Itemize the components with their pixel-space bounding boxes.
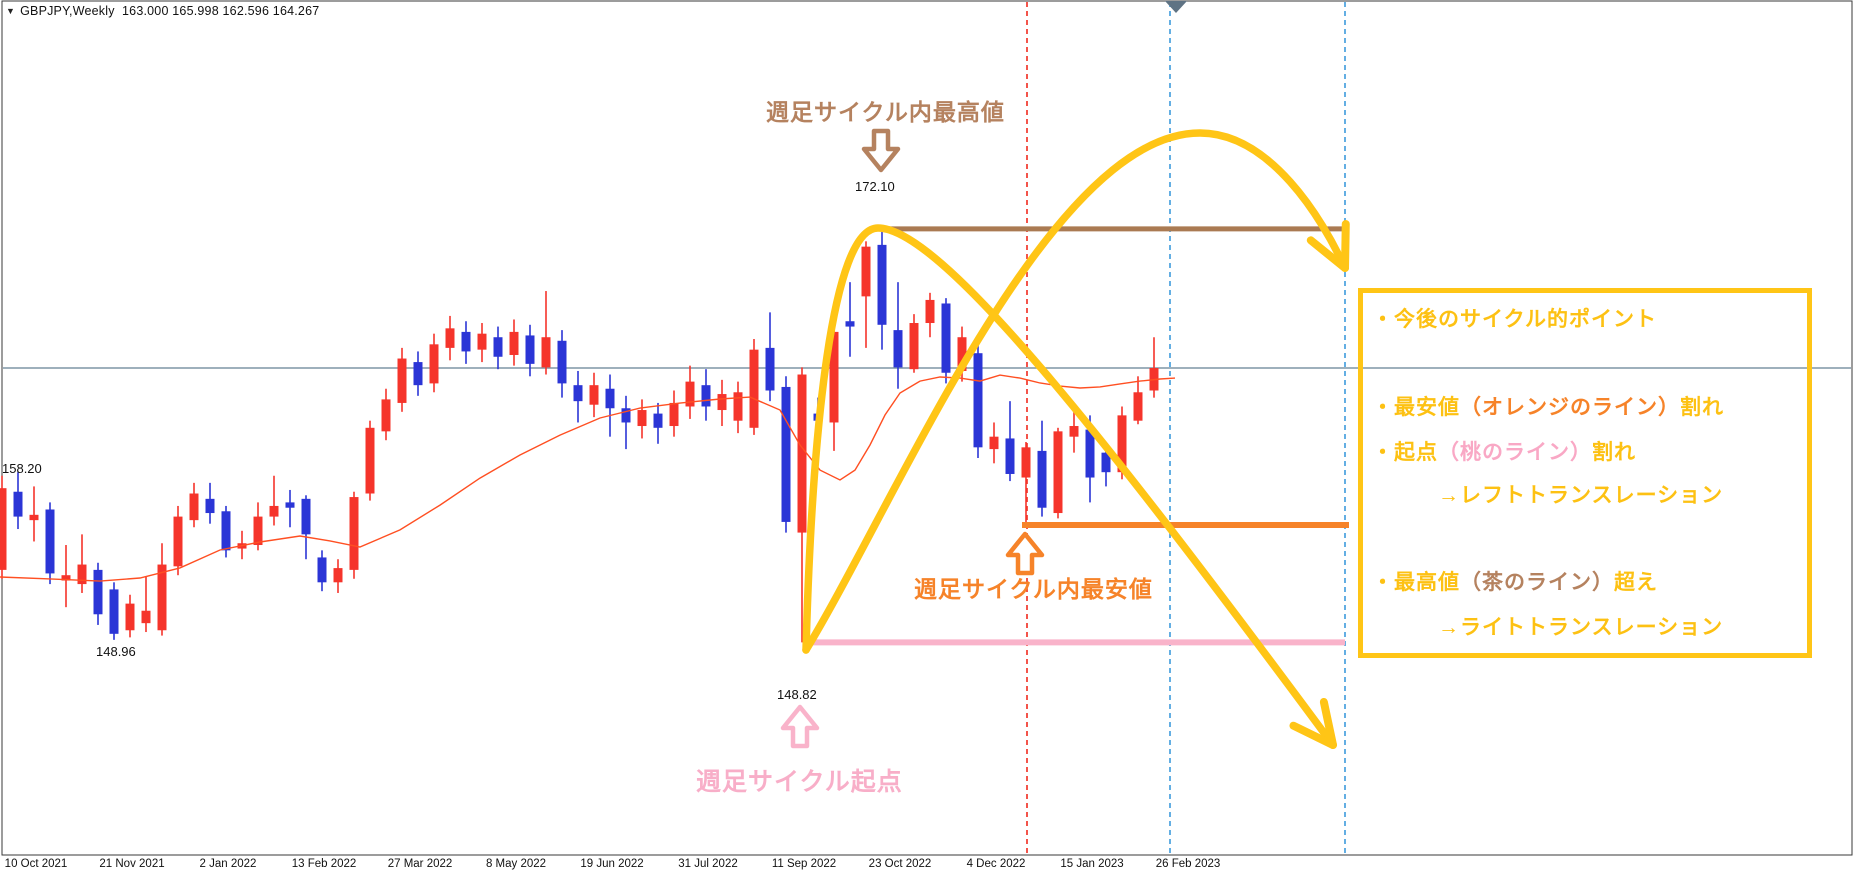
price-label-172-10: 172.10 <box>855 179 895 194</box>
x-axis-label: 8 May 2022 <box>485 858 547 870</box>
cycle-box-line: ・今後のサイクル的ポイント <box>1372 303 1657 333</box>
cycle-low-arrow-icon[interactable] <box>1005 531 1045 576</box>
cycle-box-text-part: 割れ <box>1680 396 1724 419</box>
yellow-right-cycle-arc[interactable] <box>802 129 1350 654</box>
symbol-ohlc-values: 163.000 165.998 162.596 164.267 <box>122 4 320 18</box>
x-axis-label: 13 Feb 2022 <box>291 858 357 870</box>
cycle-box-text-part: （オレンジのライン） <box>1460 396 1680 419</box>
cycle-box-line: →ライトトランスレーション <box>1438 611 1723 641</box>
cycle-box-text-part: （桃のライン） <box>1438 441 1592 464</box>
x-axis-label: 31 Jul 2022 <box>678 858 738 870</box>
x-axis-label: 10 Oct 2021 <box>4 858 68 870</box>
cycle-box-text-part: （茶のライン） <box>1460 571 1614 594</box>
cycle-box-text-part: ・今後のサイクル的ポイント <box>1372 308 1657 331</box>
dashed-vertical-lines[interactable] <box>1026 2 1346 854</box>
x-axis-label: 11 Sep 2022 <box>771 858 837 870</box>
cycle-box-text-part: ・最安値 <box>1372 396 1460 419</box>
cycle-box-text-part: ・起点 <box>1372 441 1438 464</box>
x-axis-label: 4 Dec 2022 <box>966 858 1026 870</box>
cycle-box-line: ・最安値（オレンジのライン）割れ <box>1372 391 1724 421</box>
cycle-origin-title[interactable]: 週足サイクル起点 <box>696 768 903 796</box>
x-axis-label: 27 Mar 2022 <box>387 858 453 870</box>
cycle-box-text-part: 割れ <box>1592 441 1636 464</box>
yellow-left-cycle-arc[interactable] <box>802 224 1337 749</box>
cycle-box-line: ・最高値（茶のライン）超え <box>1372 566 1658 596</box>
cycle-origin-arrow-icon[interactable] <box>780 704 820 749</box>
x-axis-label: 21 Nov 2021 <box>99 858 165 870</box>
cycle-low-title[interactable]: 週足サイクル内最安値 <box>914 576 1153 602</box>
vline-top-marker-icon <box>1165 1 1187 13</box>
x-axis-label: 26 Feb 2023 <box>1155 858 1221 870</box>
price-label-148-82: 148.82 <box>777 687 817 702</box>
chart-frame <box>1 0 1853 856</box>
cycle-box-text-part: 超え <box>1614 571 1658 594</box>
price-label-148-96: 148.96 <box>96 644 136 659</box>
cycle-box-text-part: ・最高値 <box>1372 571 1460 594</box>
x-axis-label: 23 Oct 2022 <box>868 858 932 870</box>
x-axis-label: 19 Jun 2022 <box>580 858 644 870</box>
symbol-name: GBPJPY,Weekly <box>20 4 115 18</box>
cycle-high-arrow-icon[interactable] <box>861 128 901 173</box>
chart-dropdown-icon[interactable]: ▼ <box>6 6 16 16</box>
x-axis-label: 15 Jan 2023 <box>1060 858 1124 870</box>
price-label-158-20: 158.20 <box>2 461 42 476</box>
symbol-header: ▼ GBPJPY,Weekly 163.000 165.998 162.596 1… <box>6 4 319 18</box>
cycle-box-line: ・起点（桃のライン）割れ <box>1372 436 1636 466</box>
cycle-points-box[interactable] <box>1358 288 1812 658</box>
cycle-box-line: →レフトトランスレーション <box>1438 479 1723 509</box>
cycle-box-text-part: →レフトトランスレーション <box>1438 484 1724 507</box>
x-axis-label: 2 Jan 2022 <box>199 858 257 870</box>
cycle-high-title[interactable]: 週足サイクル内最高値 <box>766 99 1005 125</box>
moving-average-line <box>0 374 1176 582</box>
cycle-box-text-part: →ライトトランスレーション <box>1438 616 1724 639</box>
